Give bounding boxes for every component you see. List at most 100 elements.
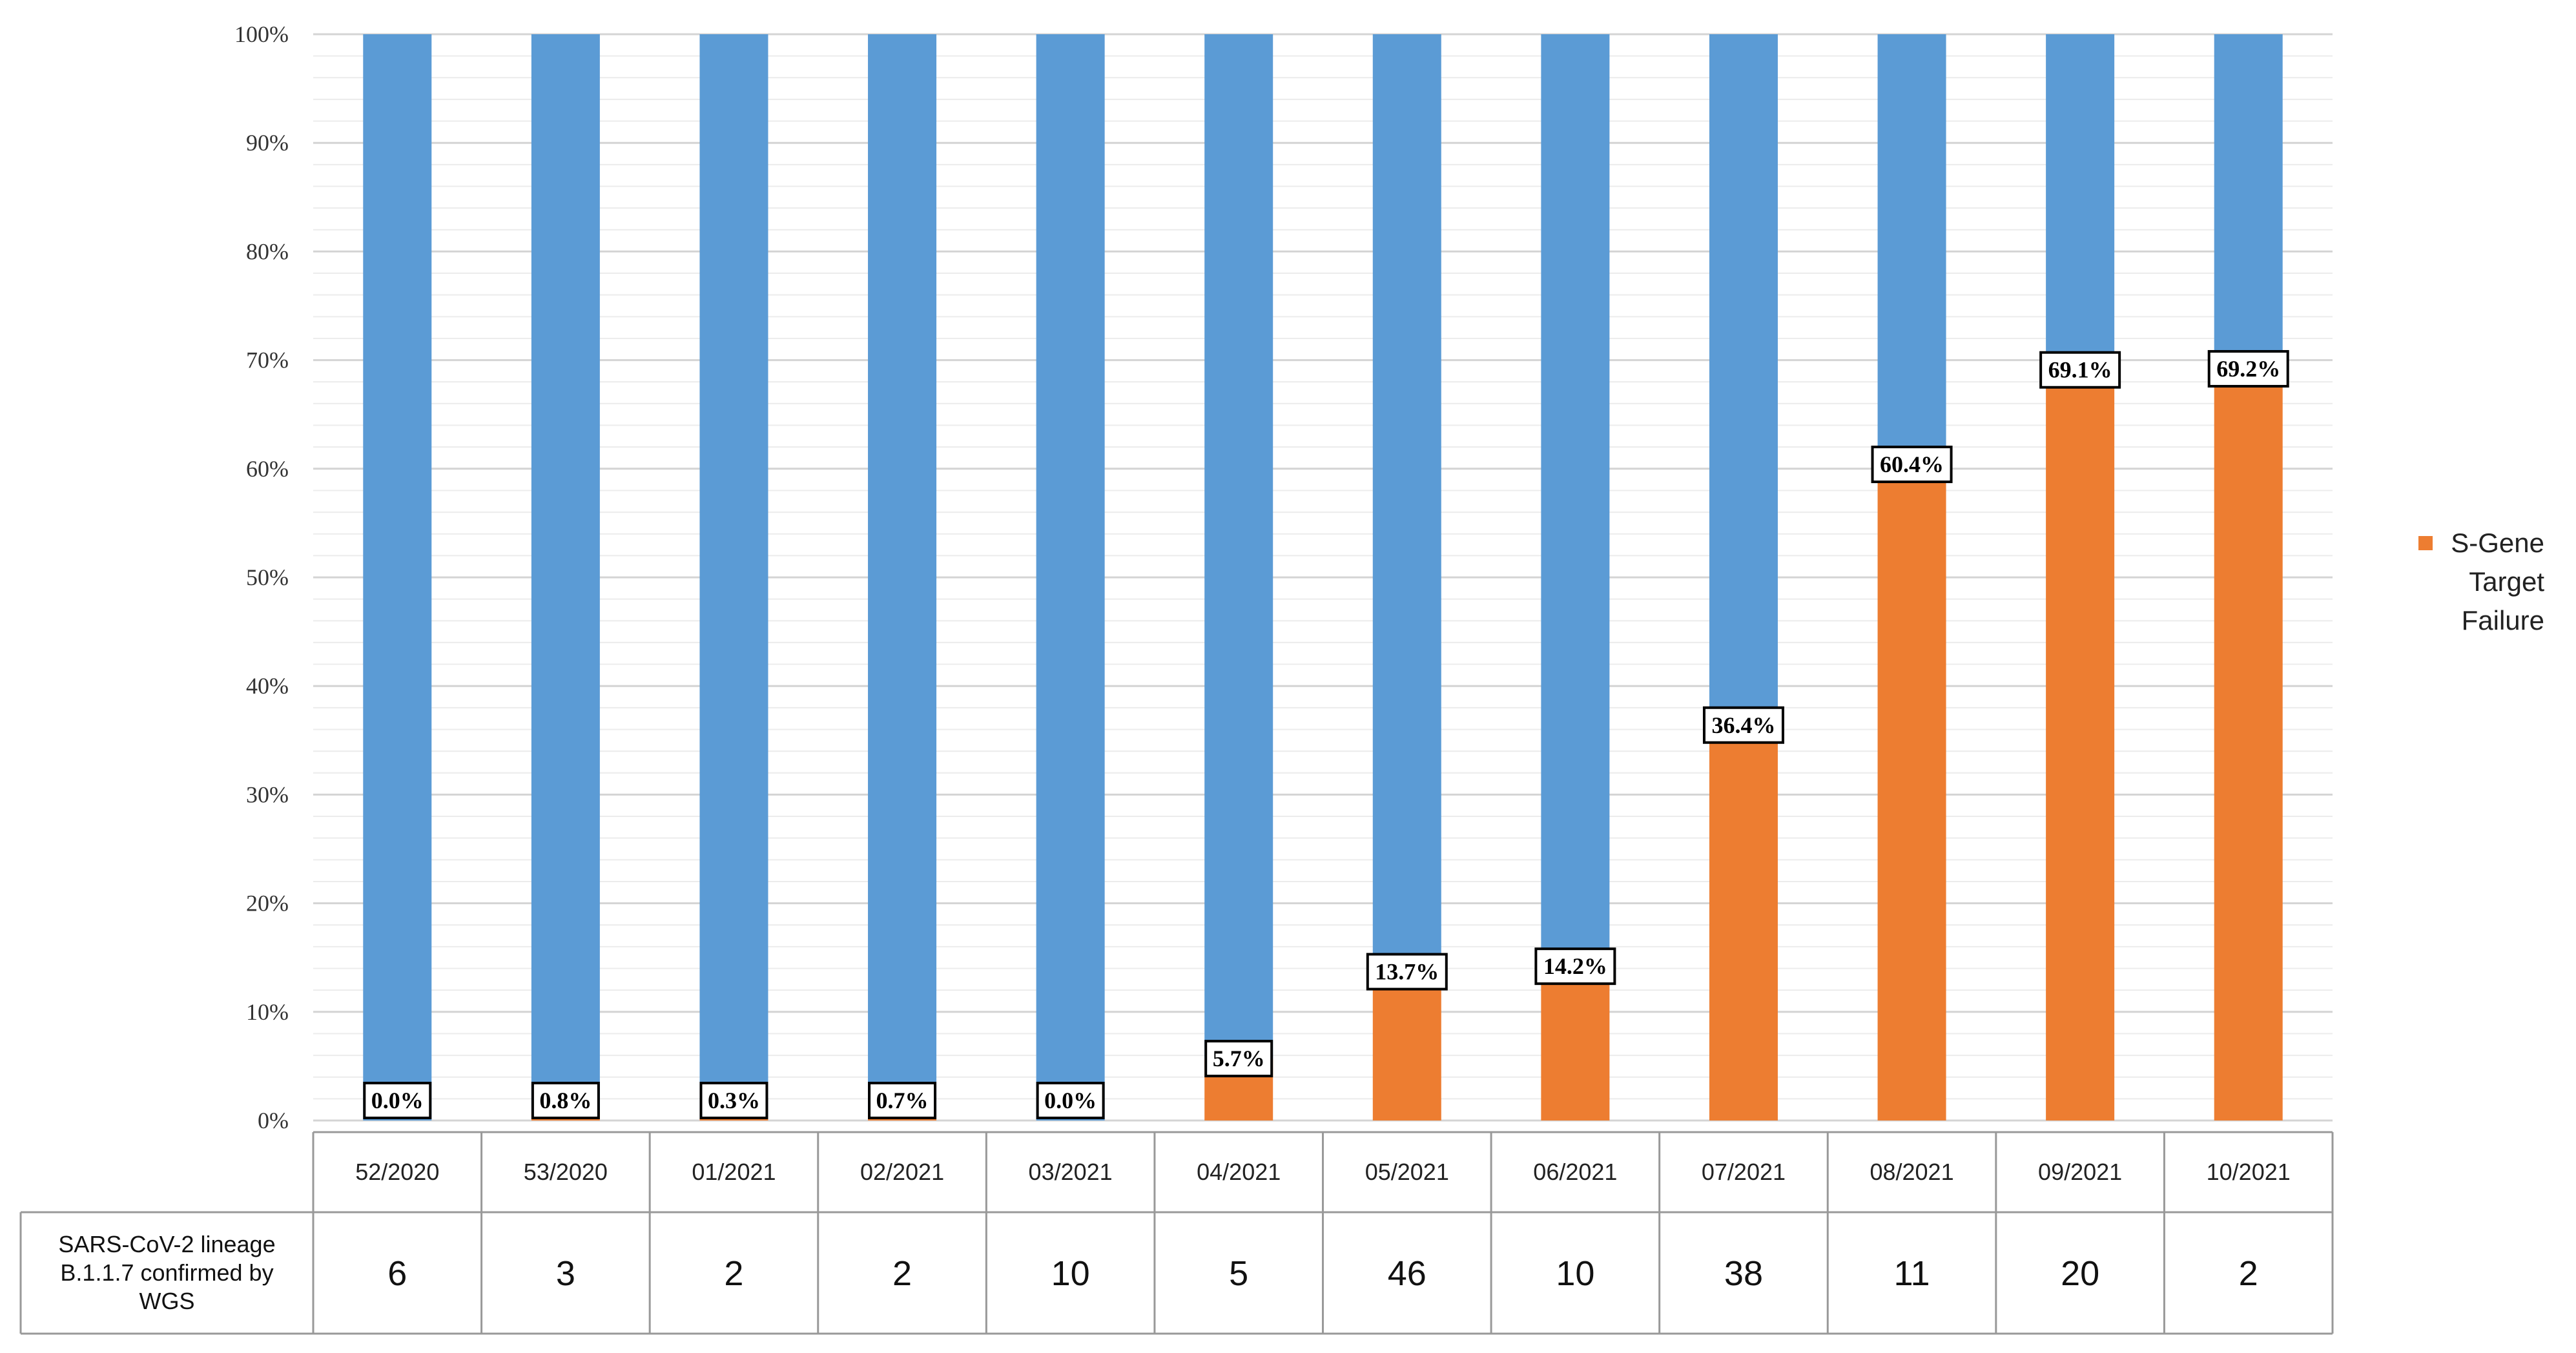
data-label-box	[1204, 1040, 1273, 1078]
gridlines	[313, 33, 2333, 1122]
data-label: 36.4%	[1702, 706, 1784, 744]
table-cell-value: 46	[1388, 1254, 1427, 1293]
data-label-text: 69.1%	[2048, 357, 2112, 383]
bar-remainder	[1709, 34, 1778, 725]
y-tick-label: 30%	[246, 781, 289, 807]
bar-s-gene-target-failure	[2046, 369, 2115, 1121]
data-label: 69.1%	[2039, 351, 2121, 389]
bar-remainder	[868, 34, 937, 1113]
data-table: 52/2020 6 53/2020 3 01/2021 2 02/2021 2 03/2021 1…	[19, 1131, 2334, 1335]
table-cell-value: 2	[892, 1254, 912, 1293]
x-category-label: 01/2021	[692, 1159, 776, 1185]
y-tick-label: 10%	[246, 999, 289, 1025]
legend: S-Gene Target Failure	[2418, 528, 2544, 635]
bar-s-gene-target-failure	[1709, 725, 1778, 1121]
bar-remainder	[2214, 34, 2283, 369]
y-tick-label: 40%	[246, 673, 289, 699]
y-tick-label: 70%	[246, 347, 289, 373]
x-category-label: 52/2020	[355, 1159, 439, 1185]
x-category-label: 05/2021	[1365, 1159, 1449, 1185]
table-cell-value: 38	[1724, 1254, 1763, 1293]
data-label-text: 0.3%	[708, 1088, 760, 1113]
data-label-box	[2207, 350, 2289, 388]
data-label-text: 5.7%	[1213, 1046, 1265, 1071]
x-category-label: 03/2021	[1029, 1159, 1113, 1185]
data-label-text: 0.7%	[876, 1088, 929, 1113]
bar-remainder	[1036, 34, 1105, 1121]
bar-s-gene-target-failure	[1541, 966, 1610, 1121]
data-label-text: 69.2%	[2216, 356, 2280, 382]
y-tick-label: 80%	[246, 238, 289, 264]
bar-s-gene-target-failure	[1372, 971, 1441, 1121]
bars	[363, 34, 2283, 1121]
y-tick-label: 20%	[246, 891, 289, 916]
data-label-text: 0.0%	[371, 1088, 424, 1113]
y-tick-label: 60%	[246, 456, 289, 482]
data-label-box	[1702, 706, 1784, 744]
y-tick-label: 0%	[258, 1108, 289, 1133]
data-label: 0.3%	[699, 1082, 768, 1119]
data-label: 0.0%	[363, 1082, 432, 1119]
data-label-text: 60.4%	[1880, 451, 1944, 477]
data-labels: 0.0% 0.8% 0.3% 0.7% 0.0% 5.7% 13.7% 14.2% 36.4% 6…	[363, 350, 2289, 1119]
data-label-box	[1036, 1082, 1105, 1119]
data-label-box	[1366, 953, 1448, 991]
table-cell-value: 5	[1229, 1254, 1248, 1293]
legend-label-line-2: Target	[2469, 566, 2544, 597]
data-label-text: 13.7%	[1375, 959, 1439, 985]
data-label-box	[1534, 947, 1616, 986]
data-label-text: 0.0%	[1044, 1088, 1097, 1113]
table-row-label-line: SARS-CoV-2 lineage	[58, 1231, 275, 1257]
data-label-box	[1871, 446, 1953, 484]
data-label-text: 0.8%	[539, 1088, 592, 1113]
bar-s-gene-target-failure	[1877, 464, 1946, 1121]
y-axis: 0% 10% 20% 30% 40% 50% 60% 70% 80% 90% 100%	[234, 21, 289, 1133]
bar-remainder	[531, 34, 600, 1112]
data-label: 5.7%	[1204, 1040, 1273, 1078]
bar-remainder	[1541, 34, 1610, 967]
table-cell-value: 2	[2239, 1254, 2258, 1293]
bar-remainder	[363, 34, 432, 1121]
y-tick-label: 100%	[234, 21, 289, 47]
bar-remainder	[699, 34, 768, 1117]
data-label-box	[2039, 351, 2121, 389]
bar-remainder	[1877, 34, 1946, 465]
table-cell-value: 20	[2061, 1254, 2099, 1293]
data-label-box	[699, 1082, 768, 1119]
data-label-text: 14.2%	[1543, 953, 1607, 979]
table-cell-value: 6	[387, 1254, 407, 1293]
data-label: 69.2%	[2207, 350, 2289, 388]
legend-label-line-3: Failure	[2462, 605, 2544, 635]
table-row-label-line: WGS	[139, 1288, 195, 1314]
data-label-text: 36.4%	[1711, 712, 1775, 738]
y-tick-label: 90%	[246, 130, 289, 156]
data-label: 0.8%	[531, 1082, 600, 1119]
y-tick-label: 50%	[246, 564, 289, 590]
table-row-label-line: B.1.1.7 confirmed by	[60, 1259, 273, 1286]
data-label-box	[868, 1082, 937, 1119]
table-cell-value: 11	[1894, 1254, 1930, 1293]
x-category-label: 07/2021	[1702, 1159, 1786, 1185]
bar-remainder	[1204, 34, 1273, 1059]
bar-remainder	[2046, 34, 2115, 370]
data-label: 14.2%	[1534, 947, 1616, 986]
data-label: 0.0%	[1036, 1082, 1105, 1119]
bar-s-gene-target-failure	[2214, 369, 2283, 1121]
bar-remainder	[1372, 34, 1441, 972]
legend-swatch-s-gene-target-failure	[2418, 536, 2433, 550]
data-label-box	[363, 1082, 432, 1119]
legend-label-line-1: S-Gene	[2451, 528, 2544, 558]
x-category-label: 10/2021	[2207, 1159, 2291, 1185]
data-label: 13.7%	[1366, 953, 1448, 991]
x-category-label: 09/2021	[2038, 1159, 2122, 1185]
x-category-label: 02/2021	[860, 1159, 944, 1185]
table-cell-value: 2	[724, 1254, 743, 1293]
data-label: 0.7%	[868, 1082, 937, 1119]
x-category-label: 53/2020	[524, 1159, 608, 1185]
data-label-box	[531, 1082, 600, 1119]
x-category-label: 04/2021	[1197, 1159, 1281, 1185]
x-category-label: 08/2021	[1870, 1159, 1953, 1185]
table-cell-value: 10	[1556, 1254, 1594, 1293]
x-category-label: 06/2021	[1533, 1159, 1617, 1185]
